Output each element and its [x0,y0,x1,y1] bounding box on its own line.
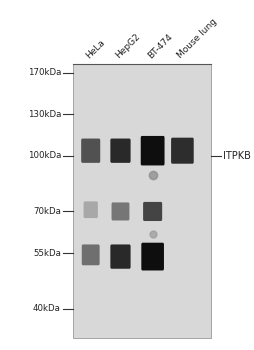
Text: 55kDa: 55kDa [33,248,61,258]
Text: 130kDa: 130kDa [27,110,61,119]
FancyBboxPatch shape [111,202,129,220]
Text: 100kDa: 100kDa [27,152,61,160]
FancyBboxPatch shape [83,201,98,218]
FancyBboxPatch shape [140,136,164,166]
Text: HeLa: HeLa [84,38,106,61]
FancyBboxPatch shape [170,138,193,164]
FancyBboxPatch shape [82,244,99,265]
FancyBboxPatch shape [142,202,162,221]
Text: BT-474: BT-474 [146,32,174,61]
Text: 170kDa: 170kDa [27,68,61,77]
FancyBboxPatch shape [73,64,210,338]
FancyBboxPatch shape [81,139,100,163]
FancyBboxPatch shape [141,243,163,271]
Text: 70kDa: 70kDa [33,207,61,216]
FancyBboxPatch shape [110,244,130,269]
Text: HepG2: HepG2 [114,32,142,61]
Text: 40kDa: 40kDa [33,304,61,313]
Text: Mouse lung: Mouse lung [175,17,218,61]
FancyBboxPatch shape [110,139,130,163]
Text: ITPKB: ITPKB [222,151,250,161]
